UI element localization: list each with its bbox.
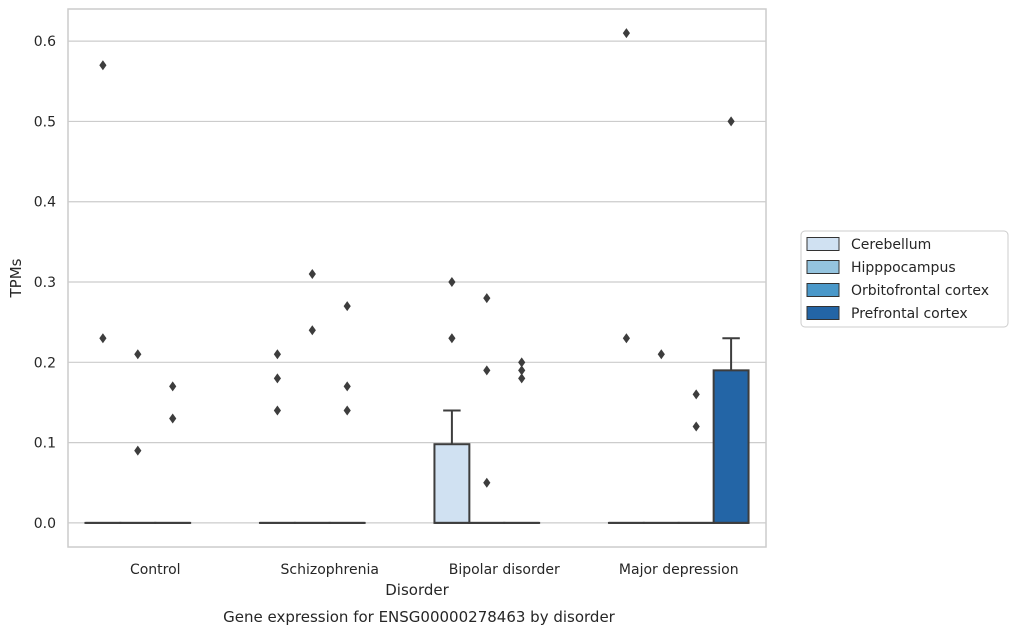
legend-label: Prefrontal cortex — [851, 306, 968, 322]
outlier-point — [692, 421, 700, 432]
outlier-point — [273, 405, 281, 416]
box-series — [84, 28, 750, 524]
grid-lines — [68, 40, 766, 524]
outlier-point — [518, 373, 526, 384]
outlier-point — [657, 349, 665, 360]
outlier-point — [483, 293, 491, 304]
outlier-point — [169, 381, 177, 392]
x-tick-labels: Control Schizophrenia Bipolar disorder Majo… — [130, 562, 739, 578]
outlier-point — [343, 301, 351, 312]
legend-label: Cerebellum — [851, 237, 931, 253]
legend-swatch — [806, 306, 840, 320]
outlier-point — [622, 28, 630, 39]
y-tick-label: 0.6 — [34, 34, 56, 50]
outlier-point — [99, 333, 107, 344]
outlier-point — [448, 333, 456, 344]
outlier-point — [273, 373, 281, 384]
plot-frame — [67, 8, 767, 548]
outlier-point — [483, 477, 491, 488]
outlier-point — [343, 381, 351, 392]
y-tick-label: 0.1 — [34, 436, 56, 452]
box-hipppocampus — [468, 293, 506, 524]
box-hipppocampus — [293, 268, 331, 524]
outlier-point — [448, 277, 456, 288]
x-tick-label: Major depression — [619, 562, 739, 578]
outlier-point — [518, 365, 526, 376]
legend-label: Hipppocampus — [851, 260, 956, 276]
outlier-point — [483, 365, 491, 376]
outlier-point — [134, 349, 142, 360]
x-tick-label: Schizophrenia — [281, 562, 379, 578]
box-cerebellum — [84, 60, 122, 524]
y-tick-label: 0.4 — [34, 195, 56, 211]
box — [433, 443, 471, 524]
chart-title: Gene expression for ENSG00000278463 by d… — [223, 608, 616, 626]
legend-swatch — [806, 283, 840, 297]
y-tick-labels: 0.0 0.1 0.2 0.3 0.4 0.5 0.6 — [34, 34, 56, 532]
outlier-point — [727, 116, 735, 127]
outlier-point — [273, 349, 281, 360]
y-axis-label: TPMs — [7, 258, 25, 298]
outlier-point — [169, 413, 177, 424]
y-tick-label: 0.5 — [34, 114, 56, 130]
legend-frame — [800, 230, 1009, 328]
outlier-point — [308, 325, 316, 336]
outlier-point — [518, 357, 526, 368]
box-orbitofrontal-cortex — [503, 357, 541, 524]
outlier-point — [134, 445, 142, 456]
x-axis-label: Disorder — [385, 581, 449, 599]
outlier-point — [343, 405, 351, 416]
box-hipppocampus — [119, 349, 157, 524]
box-prefrontal-cortex — [712, 116, 750, 524]
legend-label: Orbitofrontal cortex — [851, 283, 989, 299]
outlier-point — [99, 60, 107, 71]
box-orbitofrontal-cortex — [677, 389, 715, 524]
outlier-point — [622, 333, 630, 344]
box-cerebellum — [433, 277, 471, 524]
y-tick-label: 0.3 — [34, 275, 56, 291]
outlier-point — [308, 268, 316, 279]
box — [712, 369, 750, 524]
x-tick-label: Bipolar disorder — [449, 562, 560, 578]
box-orbitofrontal-cortex — [154, 381, 192, 524]
box-orbitofrontal-cortex — [328, 301, 366, 524]
x-tick-label: Control — [130, 562, 181, 578]
outlier-point — [692, 389, 700, 400]
box-hipppocampus — [642, 349, 680, 524]
legend: Cerebellum Hipppocampus Orbitofrontal cort… — [800, 230, 1009, 328]
legend-swatch — [806, 237, 840, 251]
y-tick-label: 0.0 — [34, 516, 56, 532]
legend-swatch — [806, 260, 840, 274]
y-tick-label: 0.2 — [34, 355, 56, 371]
box-cerebellum — [607, 28, 645, 524]
box-cerebellum — [258, 349, 296, 524]
